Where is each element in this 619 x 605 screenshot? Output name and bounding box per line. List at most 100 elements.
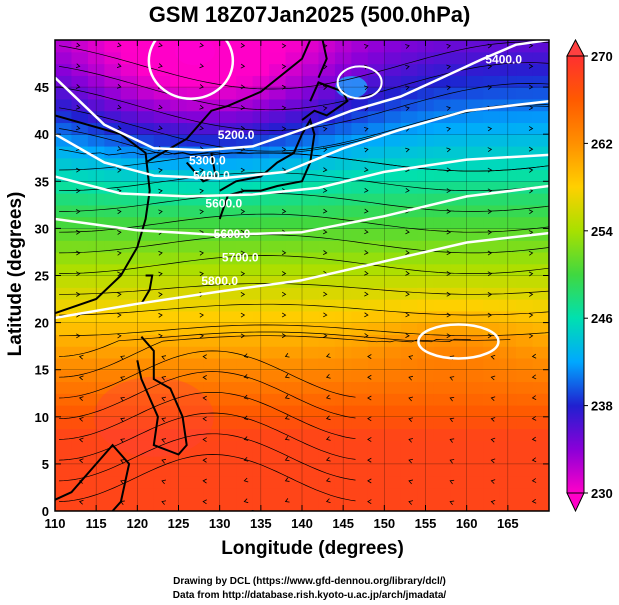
x-tick-label: 110: [45, 516, 66, 531]
field-cell: [499, 240, 517, 253]
field-cell: [219, 346, 237, 359]
field-cell: [367, 334, 385, 347]
field-cell: [285, 393, 303, 406]
field-cell: [302, 357, 320, 371]
field-cell: [285, 228, 303, 241]
field-cell: [417, 393, 435, 406]
field-cell: [285, 63, 303, 76]
field-cell: [367, 475, 385, 489]
field-cell: [170, 381, 188, 394]
field-cell: [186, 322, 204, 335]
field-cell: [87, 193, 105, 206]
field-cell: [516, 487, 534, 500]
field-cell: [417, 428, 435, 441]
streamline-arrow: [117, 167, 122, 173]
field-cell: [466, 134, 484, 147]
field-cell: [450, 357, 468, 371]
field-cell: [285, 51, 303, 65]
field-cell: [252, 416, 270, 430]
field-cell: [417, 322, 435, 335]
field-cell: [87, 357, 105, 371]
streamline-arrow: [367, 478, 372, 484]
field-cell: [137, 463, 155, 477]
field-cell: [71, 440, 89, 453]
field-cell: [186, 369, 204, 383]
streamline-arrow: [202, 457, 207, 463]
field-cell: [87, 369, 105, 383]
field-cell: [170, 240, 188, 253]
field-cell: [285, 346, 303, 359]
field-cell: [499, 393, 517, 406]
field-cell: [236, 416, 254, 430]
streamline-arrow: [75, 229, 81, 235]
streamline-arrow: [487, 229, 493, 235]
streamline-arrow: [487, 126, 493, 132]
field-cell: [417, 228, 435, 241]
streamline-arrow: [158, 125, 163, 131]
field-cell: [433, 40, 451, 53]
field-cell: [334, 475, 352, 489]
streamline-arrow: [240, 84, 246, 90]
field-cell: [219, 87, 237, 100]
field-cell: [186, 393, 204, 406]
field-cell: [71, 251, 89, 265]
field-cell: [236, 251, 254, 265]
field-cell: [137, 416, 155, 430]
height-contour: [417, 323, 500, 360]
field-cell: [417, 452, 435, 465]
streamline: [59, 433, 356, 482]
field-cell: [104, 193, 122, 206]
field-cell: [104, 251, 122, 265]
field-cell: [384, 228, 402, 241]
field-cell: [532, 463, 549, 477]
field-cell: [532, 440, 549, 453]
field-cell: [236, 193, 254, 206]
streamline: [59, 148, 549, 172]
field-cell: [450, 251, 468, 265]
streamline-arrow: [408, 355, 414, 360]
field-cell: [71, 157, 89, 171]
coastline: [301, 81, 349, 121]
streamline-arrow: [158, 188, 163, 194]
field-cell: [269, 240, 287, 253]
field-cell: [516, 63, 534, 76]
field-cell: [186, 263, 204, 277]
field-cell: [483, 169, 501, 182]
field-cell: [466, 393, 484, 406]
field-cell: [236, 263, 254, 277]
streamline-arrow: [322, 250, 328, 255]
field-cell: [153, 287, 171, 300]
field-cell: [252, 346, 270, 359]
height-contour: [336, 65, 383, 100]
field-cell: [384, 63, 402, 76]
streamline-arrow: [76, 292, 81, 297]
field-cell: [302, 193, 320, 206]
field-cell: [351, 428, 369, 441]
field-cell: [417, 369, 435, 383]
field-cell: [153, 346, 171, 359]
field-cell: [351, 145, 369, 159]
field-cell: [499, 346, 517, 359]
field-cell: [219, 63, 237, 76]
field-cell: [120, 145, 138, 159]
field-cell: [532, 487, 549, 500]
field-cell: [499, 452, 517, 465]
field-cell: [367, 275, 385, 288]
streamline-arrow: [161, 458, 167, 464]
streamline-arrow: [75, 42, 81, 48]
field-cell: [483, 463, 501, 477]
streamline-arrow: [364, 270, 369, 276]
field-cell: [153, 275, 171, 288]
field-cell: [55, 369, 73, 383]
streamline-arrow: [284, 415, 290, 420]
field-cell: [285, 299, 303, 312]
field-cell: [120, 75, 138, 88]
streamline-arrow: [528, 105, 534, 111]
field-cell: [483, 216, 501, 229]
field-cell: [87, 487, 105, 500]
field-cell: [483, 428, 501, 441]
x-tick-label: 130: [209, 516, 231, 531]
field-cell: [285, 428, 303, 441]
field-cell: [400, 452, 418, 465]
streamline-arrow: [199, 42, 204, 48]
